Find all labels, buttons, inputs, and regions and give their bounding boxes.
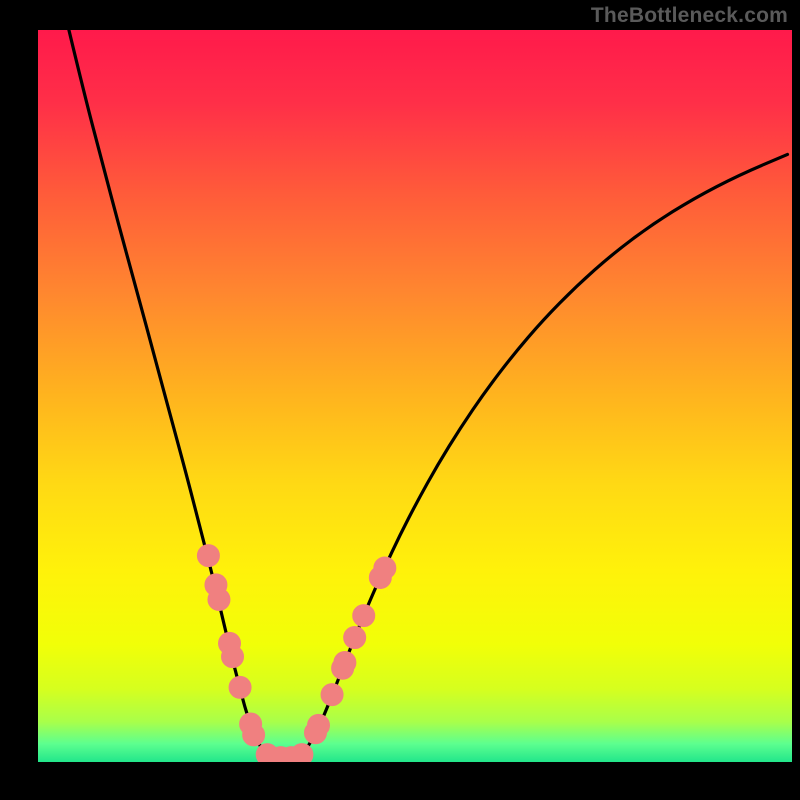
data-marker <box>197 545 219 567</box>
data-marker <box>344 627 366 649</box>
watermark-text: TheBottleneck.com <box>591 4 788 28</box>
curve-layer <box>38 30 792 762</box>
data-marker <box>334 651 356 673</box>
data-marker <box>208 589 230 611</box>
plot-area <box>38 30 792 762</box>
data-marker <box>321 684 343 706</box>
data-marker <box>353 605 375 627</box>
data-marker <box>243 724 265 746</box>
bottleneck-curve <box>69 30 788 758</box>
data-marker <box>229 676 251 698</box>
data-marker <box>374 557 396 579</box>
data-marker <box>222 646 244 668</box>
data-marker <box>291 744 313 762</box>
data-marker <box>307 714 329 736</box>
